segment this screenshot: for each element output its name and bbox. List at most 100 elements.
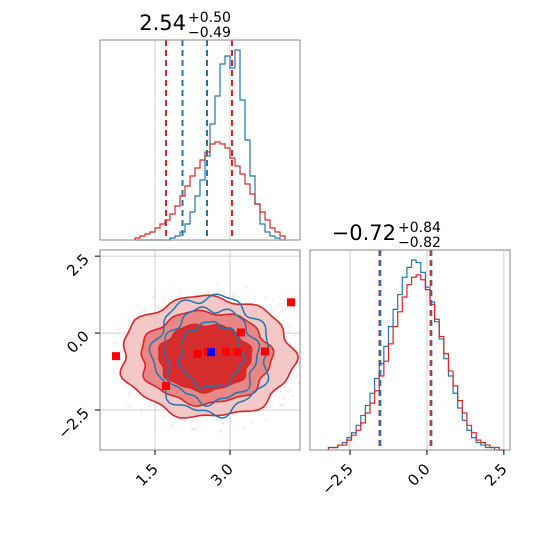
y-tick-label: 2.5	[63, 250, 93, 280]
x-tick-label: 2.5	[481, 460, 511, 490]
panel-frame	[309, 249, 511, 451]
marker-red	[193, 350, 202, 358]
scatter-point	[298, 372, 300, 374]
scatter-point	[114, 342, 116, 345]
scatter-point	[285, 339, 288, 341]
scatter-point	[117, 328, 119, 331]
y-tick-label: −2.5	[54, 404, 92, 442]
scatter-point	[288, 325, 291, 328]
scatter-point	[287, 391, 290, 393]
scatter-point	[222, 422, 225, 425]
scatter-point	[216, 282, 219, 285]
scatter-point	[148, 404, 150, 407]
scatter-point	[192, 428, 194, 431]
y-tick-label: 0.0	[63, 327, 93, 357]
scatter-point	[128, 405, 131, 408]
scatter-point	[291, 394, 294, 397]
title-upper: +0.50	[188, 10, 231, 26]
scatter-point	[226, 298, 229, 301]
scatter-point	[161, 302, 163, 304]
marginal-x-title: 2.54 +0.50−0.49	[139, 10, 231, 41]
scatter-point	[293, 334, 296, 337]
scatter-point	[264, 295, 267, 298]
scatter-point	[272, 300, 274, 302]
scatter-point	[233, 425, 236, 428]
scatter-point	[288, 330, 291, 332]
scatter-point	[307, 355, 309, 357]
scatter-point	[126, 402, 128, 404]
title-lower: −0.82	[398, 235, 441, 251]
contour-blue	[177, 320, 246, 389]
scatter-point	[289, 377, 292, 379]
scatter-point	[290, 388, 292, 391]
scatter-point	[228, 416, 231, 419]
scatter-point	[124, 314, 127, 316]
scatter-point	[183, 420, 185, 422]
scatter-point	[279, 404, 281, 406]
marginal-x-panel: 2.54 +0.50−0.49	[99, 10, 301, 241]
scatter-point	[307, 376, 309, 378]
title-upper: +0.84	[398, 220, 441, 236]
scatter-point	[303, 356, 305, 358]
title-lower: −0.49	[188, 25, 231, 41]
scatter-point	[243, 427, 246, 429]
scatter-point	[279, 311, 282, 314]
scatter-point	[284, 309, 286, 311]
marker-blue	[207, 348, 215, 357]
x-tick-label: 3.0	[207, 460, 237, 490]
scatter-point	[190, 428, 193, 430]
scatter-point	[296, 375, 298, 377]
scatter-point	[297, 382, 300, 384]
scatter-point	[152, 295, 155, 298]
scatter-point	[207, 290, 210, 293]
marker-red	[287, 298, 295, 307]
scatter-point	[311, 363, 313, 365]
marginal-y-panel: −0.72 +0.84−0.82 −2.5 0.0 2.5	[309, 220, 511, 499]
marker-red	[112, 352, 120, 361]
scatter-point	[265, 419, 268, 422]
marginal-y-title: −0.72 +0.84−0.82	[332, 220, 441, 251]
histogram-series	[134, 141, 286, 240]
scatter-point	[180, 419, 182, 421]
x-tick-label: 1.5	[132, 460, 162, 490]
scatter-point	[220, 431, 222, 433]
scatter-point	[232, 295, 234, 298]
scatter-point	[279, 390, 282, 392]
title-value: 2.54	[139, 11, 186, 35]
scatter-point	[278, 303, 281, 305]
scatter-point	[144, 310, 147, 312]
scatter-point	[163, 297, 165, 300]
x-tick-label: 0.0	[404, 460, 434, 490]
scatter-point	[127, 391, 130, 394]
scatter-point	[157, 307, 160, 310]
scatter-point	[305, 347, 307, 349]
title-value: −0.72	[332, 221, 396, 245]
histogram-series	[327, 259, 504, 451]
marker-red	[162, 382, 170, 390]
marker-red	[222, 347, 230, 356]
scatter-point	[140, 409, 143, 411]
joint-panel: 1.5 3.0 2.5 0.0 −2.5	[54, 249, 313, 490]
scatter-point	[232, 293, 235, 296]
scatter-point	[245, 286, 248, 288]
marker-red	[237, 328, 245, 337]
histogram-series	[327, 274, 504, 451]
scatter-point	[269, 407, 271, 409]
scatter-point	[171, 424, 174, 427]
contour-blue	[148, 293, 270, 419]
panel-frame	[99, 249, 301, 451]
marker-red	[261, 347, 269, 356]
x-tick-label: −2.5	[318, 460, 356, 498]
scatter-point	[251, 422, 253, 424]
scatter-point	[140, 412, 143, 414]
marker-red	[233, 348, 242, 357]
histogram-series	[135, 49, 285, 241]
scatter-point	[163, 299, 165, 302]
panel-frame	[99, 39, 301, 241]
scatter-point	[170, 287, 173, 289]
contour-blue	[164, 306, 261, 407]
scatter-point	[154, 419, 157, 422]
scatter-point	[136, 304, 139, 307]
scatter-point	[283, 397, 285, 400]
